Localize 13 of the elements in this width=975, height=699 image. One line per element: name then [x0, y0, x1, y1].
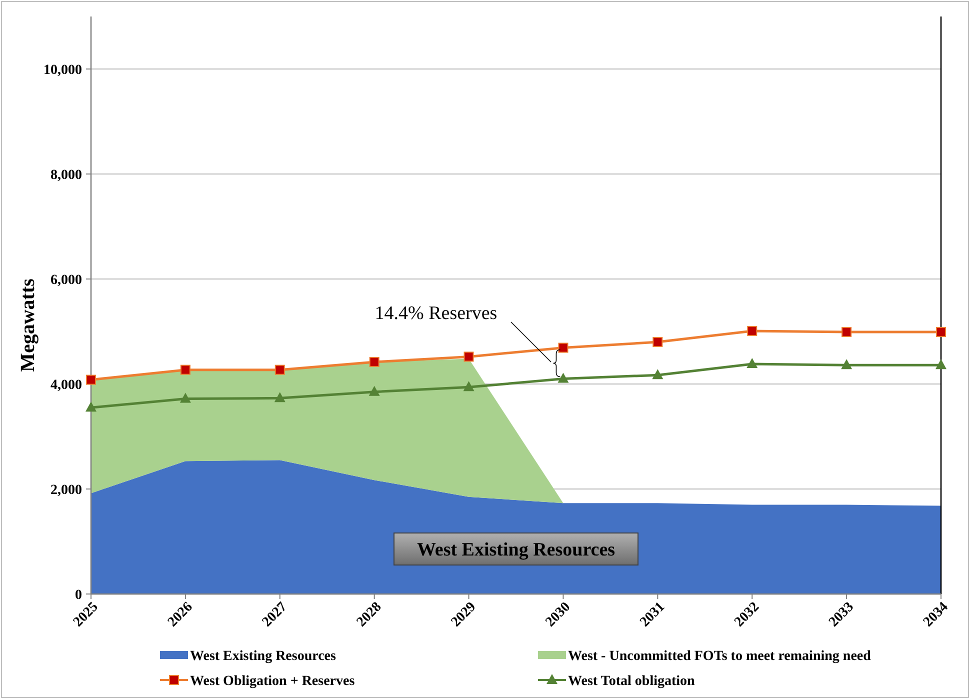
y-tick-label: 2,000	[50, 482, 82, 498]
y-axis-title: Megawatts	[17, 278, 39, 372]
legend-label: West Obligation + Reserves	[190, 674, 356, 689]
y-tick-label: 8,000	[50, 168, 82, 183]
y-tick-label: 10,000	[44, 62, 82, 78]
y-tick-label: 4,000	[50, 378, 82, 393]
legend-label: West Total obligation	[568, 674, 696, 689]
y-tick-label: 0	[75, 588, 82, 603]
annotation: 14.4% Reserves	[374, 303, 498, 324]
legend-label: West Existing Resources	[190, 648, 337, 664]
legend-label: West - Uncommitted FOTs to meet remaining need	[568, 648, 872, 664]
annotation: West Existing Resources	[416, 540, 616, 561]
y-tick-label: 6,000	[50, 272, 82, 288]
